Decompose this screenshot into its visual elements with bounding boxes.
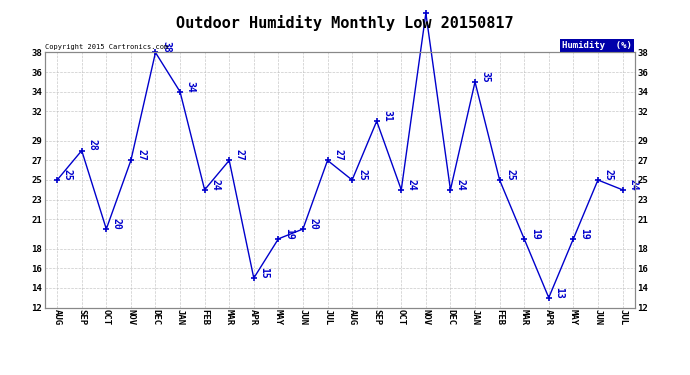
Text: 20: 20: [112, 218, 122, 229]
Text: 35: 35: [480, 71, 491, 82]
Text: 34: 34: [186, 81, 195, 92]
Text: 24: 24: [628, 178, 638, 190]
Text: 31: 31: [382, 110, 392, 122]
Text: 25: 25: [604, 169, 613, 181]
Text: 19: 19: [530, 228, 540, 240]
Text: 27: 27: [235, 149, 245, 161]
Text: 24: 24: [407, 178, 417, 190]
Text: 38: 38: [161, 41, 171, 53]
Text: 25: 25: [505, 169, 515, 181]
Text: 25: 25: [357, 169, 368, 181]
Text: 42: 42: [0, 374, 1, 375]
Text: 25: 25: [63, 169, 72, 181]
Text: Copyright 2015 Cartronics.com: Copyright 2015 Cartronics.com: [45, 44, 168, 50]
Text: 24: 24: [456, 178, 466, 190]
Text: Humidity  (%): Humidity (%): [562, 41, 632, 50]
Text: 24: 24: [210, 178, 220, 190]
Text: 27: 27: [333, 149, 343, 161]
Text: 27: 27: [137, 149, 146, 161]
Text: 13: 13: [554, 286, 564, 298]
Text: 15: 15: [259, 267, 269, 279]
Text: 20: 20: [308, 218, 319, 229]
Text: 19: 19: [579, 228, 589, 240]
Text: Outdoor Humidity Monthly Low 20150817: Outdoor Humidity Monthly Low 20150817: [176, 15, 514, 31]
Text: 28: 28: [87, 140, 97, 151]
Text: 19: 19: [284, 228, 294, 240]
